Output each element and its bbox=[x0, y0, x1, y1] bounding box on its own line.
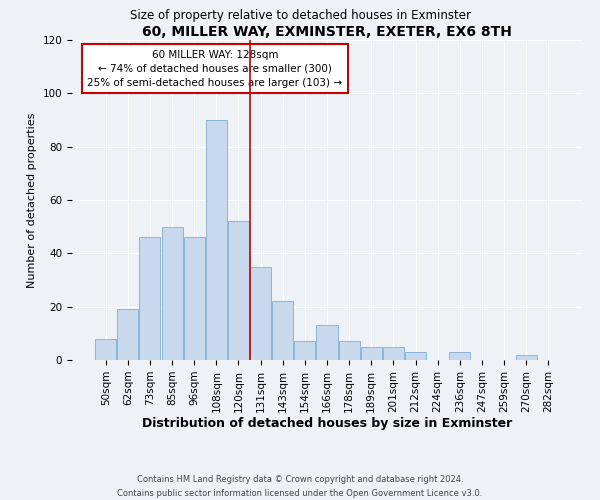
Bar bbox=[184, 238, 205, 360]
Bar bbox=[295, 342, 316, 360]
Title: 60, MILLER WAY, EXMINSTER, EXETER, EX6 8TH: 60, MILLER WAY, EXMINSTER, EXETER, EX6 8… bbox=[142, 25, 512, 39]
Bar bbox=[316, 326, 338, 360]
Bar bbox=[139, 238, 160, 360]
X-axis label: Distribution of detached houses by size in Exminster: Distribution of detached houses by size … bbox=[142, 418, 512, 430]
Text: Contains HM Land Registry data © Crown copyright and database right 2024.
Contai: Contains HM Land Registry data © Crown c… bbox=[118, 476, 482, 498]
Text: Size of property relative to detached houses in Exminster: Size of property relative to detached ho… bbox=[130, 10, 470, 22]
Bar bbox=[272, 302, 293, 360]
Bar bbox=[515, 354, 536, 360]
Bar bbox=[361, 346, 382, 360]
Bar bbox=[338, 342, 359, 360]
Y-axis label: Number of detached properties: Number of detached properties bbox=[27, 112, 37, 288]
Bar bbox=[206, 120, 227, 360]
Bar bbox=[228, 222, 249, 360]
Bar bbox=[405, 352, 426, 360]
Bar bbox=[383, 346, 404, 360]
Bar bbox=[118, 310, 139, 360]
Bar bbox=[95, 338, 116, 360]
Bar bbox=[161, 226, 182, 360]
Bar bbox=[250, 266, 271, 360]
Text: 60 MILLER WAY: 128sqm
← 74% of detached houses are smaller (300)
25% of semi-det: 60 MILLER WAY: 128sqm ← 74% of detached … bbox=[88, 50, 342, 88]
Bar bbox=[449, 352, 470, 360]
